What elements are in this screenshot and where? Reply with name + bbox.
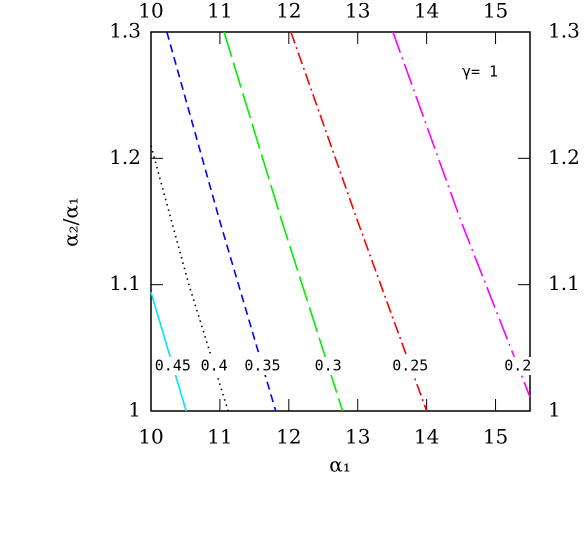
label-background [498, 357, 537, 375]
y-tick-label-right: 1.3 [548, 19, 580, 43]
x-tick-label-top: 15 [483, 0, 508, 23]
contour-line [150, 292, 187, 412]
contour-line [166, 31, 277, 412]
x-tick-label: 13 [345, 425, 370, 449]
y-tick-label-right: 1 [548, 398, 561, 422]
y-tick-label: 1.2 [109, 145, 141, 169]
x-tick-label-top: 12 [276, 0, 301, 23]
contour-label: 0.25 [392, 357, 428, 375]
y-tick-label: 1.1 [109, 271, 141, 295]
label-background [243, 357, 282, 375]
x-tick-label-top: 10 [138, 0, 163, 23]
contour-line [290, 31, 428, 412]
x-tick-label: 14 [414, 425, 439, 449]
contour-line [392, 31, 531, 398]
x-tick-label: 11 [207, 425, 232, 449]
annotation: γ= 1 [462, 63, 498, 81]
plot-frame [150, 31, 531, 412]
label-background [195, 357, 234, 375]
contour-line [223, 31, 344, 412]
y-tick-label: 1.3 [109, 19, 141, 43]
x-axis-label: α₁ [329, 453, 351, 477]
y-tick-label-right: 1.1 [548, 271, 580, 295]
contour-label: 0.4 [201, 357, 228, 375]
contour-label: 0.3 [315, 357, 342, 375]
y-tick-label: 1 [128, 398, 141, 422]
x-tick-label-top: 11 [207, 0, 232, 23]
x-tick-label: 15 [483, 425, 508, 449]
label-background [309, 357, 348, 375]
x-tick-label: 12 [276, 425, 301, 449]
contour-label: 0.2 [504, 357, 531, 375]
label-background [391, 357, 430, 375]
contour-label: 0.35 [244, 357, 280, 375]
x-tick-label: 10 [138, 425, 163, 449]
contour-label: 0.45 [155, 357, 191, 375]
y-axis-label: α₂/α₁ [59, 197, 83, 247]
y-tick-label-right: 1.2 [548, 145, 580, 169]
x-tick-label-top: 14 [414, 0, 439, 23]
label-background [153, 357, 192, 375]
x-tick-label-top: 13 [345, 0, 370, 23]
